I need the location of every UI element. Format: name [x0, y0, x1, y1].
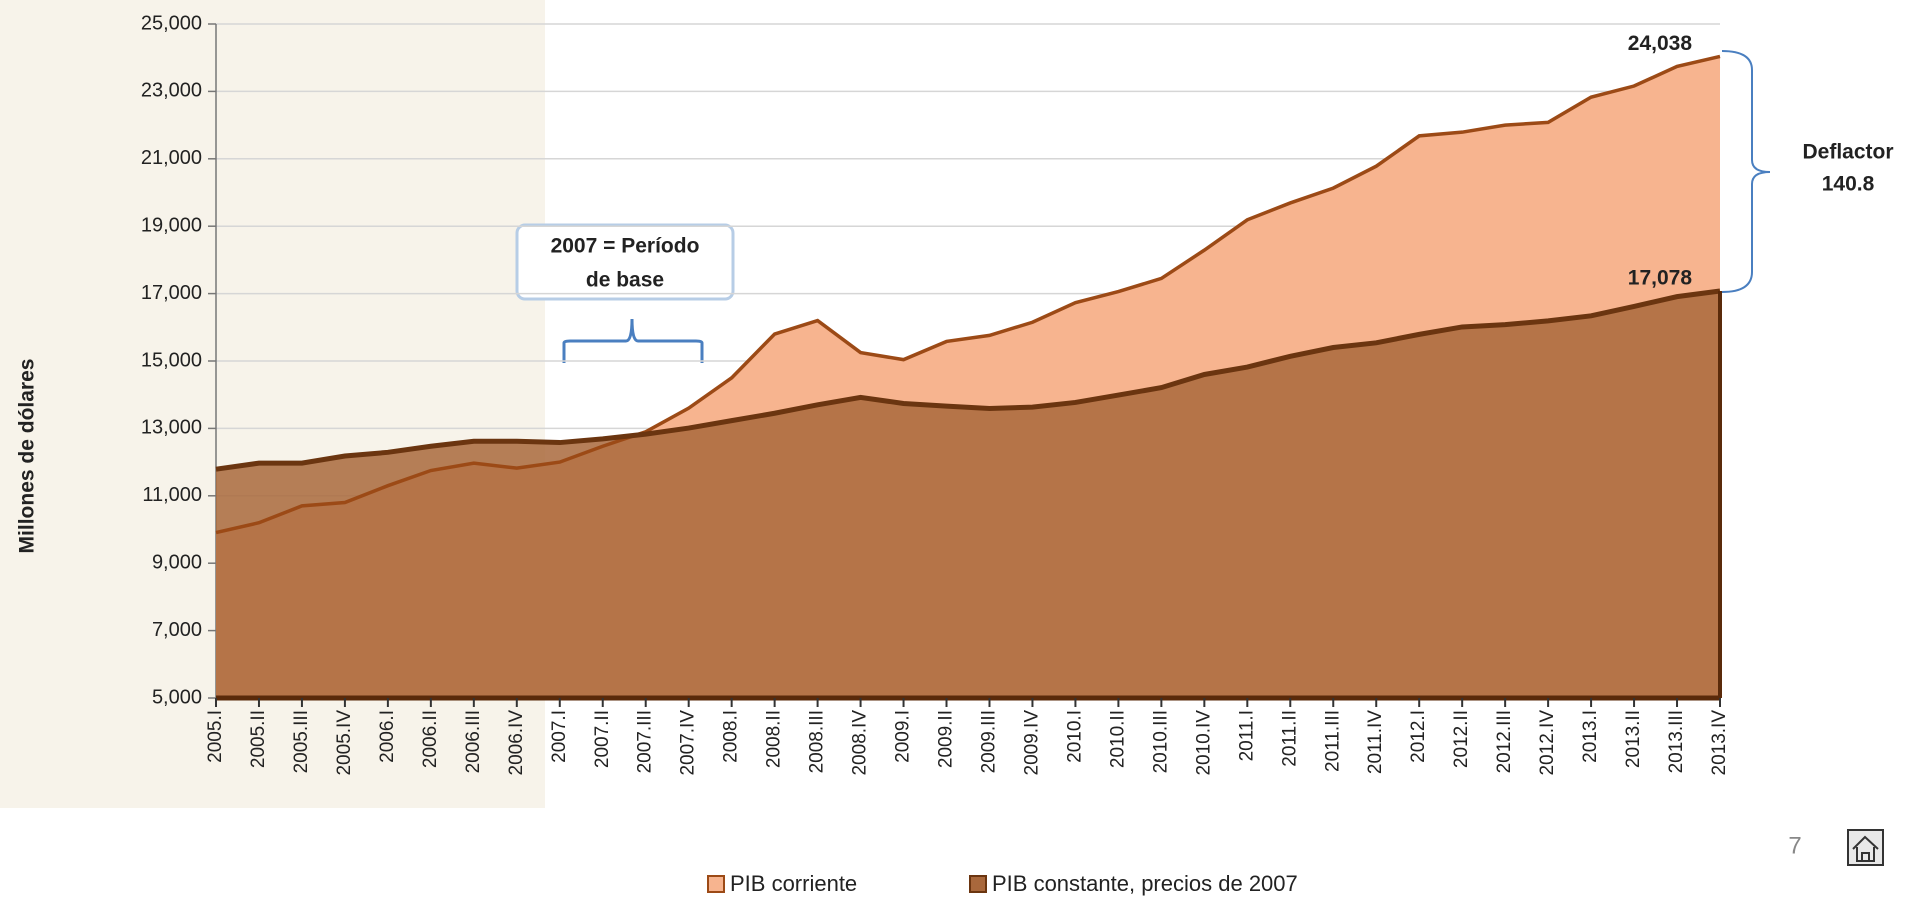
x-tick-label: 2012.II — [1451, 710, 1472, 768]
series-line — [215, 54, 1721, 535]
x-tick-label: 2006.I — [377, 710, 398, 763]
annotation: 140.8 — [1822, 173, 1875, 196]
x-tick-label: 2008.IV — [850, 710, 871, 776]
legend-label: PIB constante, precios de 2007 — [992, 871, 1298, 896]
x-tick-label: 2013.IV — [1709, 710, 1730, 776]
legend-label: PIB corriente — [730, 871, 857, 896]
y-tick-label: 13,000 — [141, 417, 202, 439]
x-tick-label: 2005.II — [248, 710, 269, 768]
x-tick-label: 2007.I — [549, 710, 570, 763]
page-number: 7 — [1788, 832, 1801, 859]
x-tick-label: 2011.III — [1322, 710, 1343, 772]
x-tick-label: 2005.III — [291, 710, 312, 773]
x-tick-label: 2013.II — [1623, 710, 1644, 768]
y-tick-label: 17,000 — [141, 282, 202, 304]
x-tick-label: 2012.III — [1494, 710, 1515, 773]
value-label: 24,038 — [1628, 32, 1693, 55]
x-tick-label: 2013.III — [1666, 710, 1687, 773]
annotation: de base — [586, 269, 664, 292]
x-tick-label: 2005.I — [205, 710, 226, 763]
x-tick-label: 2008.II — [764, 710, 785, 768]
deflactor-bracket — [1721, 50, 1771, 293]
x-tick-label: 2007.IV — [678, 710, 699, 776]
value-label: 17,078 — [1628, 267, 1693, 290]
annotation: 2007 = Período — [551, 235, 700, 258]
x-tick-label: 2011.II — [1279, 710, 1300, 767]
legend-swatch — [707, 875, 725, 893]
y-tick-label: 9,000 — [152, 551, 202, 573]
y-tick-label: 19,000 — [141, 214, 202, 236]
x-tick-label: 2012.IV — [1537, 710, 1558, 776]
x-tick-label: 2007.II — [592, 710, 613, 768]
home-button[interactable] — [1847, 829, 1884, 866]
legend-swatch — [969, 875, 987, 893]
y-tick-label: 21,000 — [141, 147, 202, 169]
y-axis-title: Millones de dólares — [16, 359, 39, 554]
x-tick-label: 2010.III — [1150, 710, 1171, 773]
x-tick-label: 2009.III — [979, 710, 1000, 773]
series-line — [215, 288, 1721, 472]
y-tick-label: 23,000 — [141, 80, 202, 102]
area — [216, 290, 1720, 698]
x-tick-label: 2009.IV — [1021, 710, 1042, 776]
annotation: Deflactor — [1802, 141, 1893, 164]
base-bracket — [562, 318, 704, 363]
annotation-box — [515, 223, 735, 301]
y-tick-label: 5,000 — [152, 686, 202, 708]
x-tick-label: 2006.II — [420, 710, 441, 768]
x-tick-label: 2006.III — [463, 710, 484, 773]
x-tick-label: 2006.IV — [506, 710, 527, 776]
x-tick-label: 2007.III — [635, 710, 656, 773]
x-tick-label: 2008.III — [807, 710, 828, 773]
x-tick-label: 2010.II — [1107, 710, 1128, 768]
y-tick-label: 25,000 — [141, 12, 202, 34]
x-tick-label: 2013.I — [1580, 710, 1601, 763]
x-tick-label: 2012.I — [1408, 710, 1429, 763]
x-tick-label: 2010.I — [1064, 710, 1085, 763]
y-tick-label: 11,000 — [142, 484, 202, 506]
x-tick-label: 2005.IV — [334, 710, 355, 776]
x-tick-label: 2009.II — [936, 710, 957, 768]
x-tick-label: 2009.I — [893, 710, 914, 763]
y-tick-label: 15,000 — [141, 349, 202, 371]
y-tick-label: 7,000 — [152, 619, 202, 641]
x-tick-label: 2008.I — [721, 710, 742, 763]
x-tick-label: 2011.I — [1236, 710, 1257, 761]
x-tick-label: 2010.IV — [1193, 710, 1214, 776]
x-tick-label: 2011.IV — [1365, 710, 1386, 774]
